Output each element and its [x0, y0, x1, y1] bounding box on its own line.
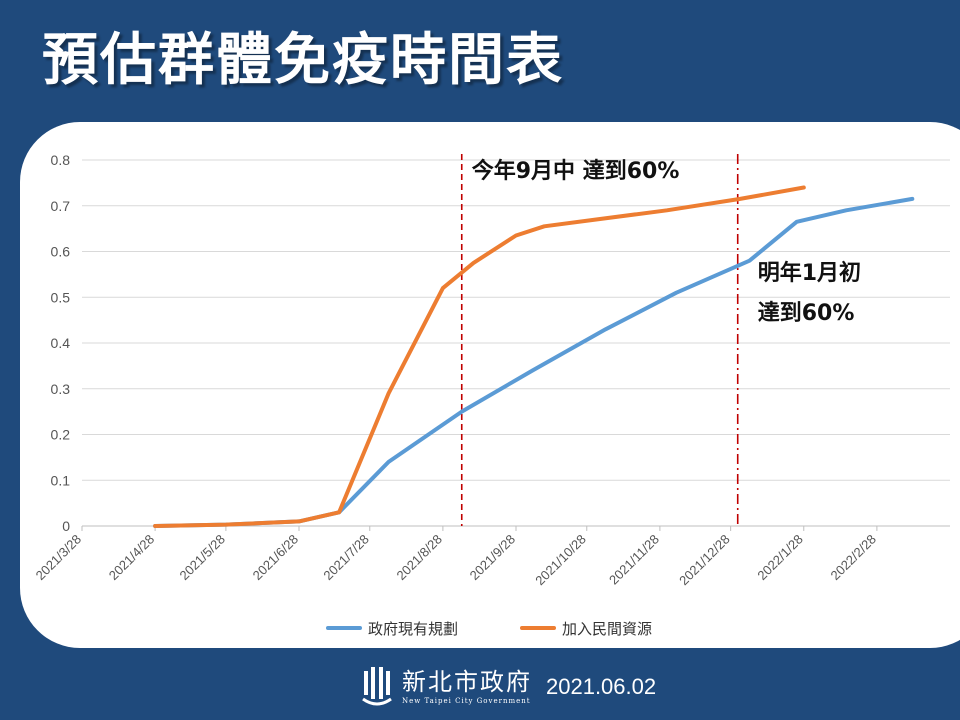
y-tick-label: 0.2	[51, 427, 71, 443]
legend-label-2: 加入民間資源	[562, 620, 652, 638]
org-name-en: New Taipei City Government	[402, 697, 531, 705]
chart-svg: 0 0.1 0.2 0.3 0.4 0.5 0.6 0.7 0.8 2021/3/28 2021/4…	[33, 152, 950, 638]
city-logo-icon	[362, 667, 392, 706]
x-tick-label: 2022/1/28	[754, 532, 806, 584]
y-tick-label: 0.1	[51, 472, 71, 488]
x-tick-label: 2021/3/28	[33, 532, 85, 584]
org-name: 新北市政府	[402, 668, 532, 696]
y-tick-label: 0.4	[51, 335, 71, 351]
series-line-1	[153, 196, 915, 528]
legend-label-1: 政府現有規劃	[368, 620, 458, 638]
x-tick-label: 2021/8/28	[393, 532, 445, 584]
annotation-sept: 今年9月中 達到60%	[472, 158, 680, 184]
footer-date: 2021.06.02	[546, 674, 657, 699]
x-tick-label: 2021/10/28	[532, 532, 589, 589]
x-tick-label: 2021/12/28	[676, 532, 733, 589]
x-tick-label: 2022/2/28	[827, 532, 879, 584]
y-tick-label: 0.5	[51, 289, 71, 305]
x-tick-label: 2021/7/28	[320, 532, 372, 584]
x-tick-label: 2021/4/28	[106, 532, 158, 584]
x-tick-label: 2021/5/28	[176, 532, 228, 584]
y-tick-label: 0.6	[51, 244, 71, 260]
x-tick-label: 2021/9/28	[467, 532, 519, 584]
y-tick-label: 0.7	[51, 198, 71, 214]
annotation-jan-line-2: 達到60%	[758, 300, 855, 326]
chart-card: 0 0.1 0.2 0.3 0.4 0.5 0.6 0.7 0.8 2021/3/28 2021/4…	[20, 122, 960, 648]
annotation-jan-line-1: 明年1月初	[758, 260, 861, 286]
page-title: 預估群體免疫時間表	[42, 28, 564, 93]
y-tick-label: 0.3	[51, 381, 71, 397]
x-tick-label: 2021/6/28	[250, 532, 302, 584]
footer: 新北市政府 New Taipei City Government 2021.06…	[360, 662, 656, 712]
y-tick-label: 0	[62, 518, 70, 534]
series-line-2	[153, 185, 806, 528]
y-tick-label: 0.8	[51, 152, 71, 168]
x-tick-label: 2021/11/28	[606, 532, 662, 588]
